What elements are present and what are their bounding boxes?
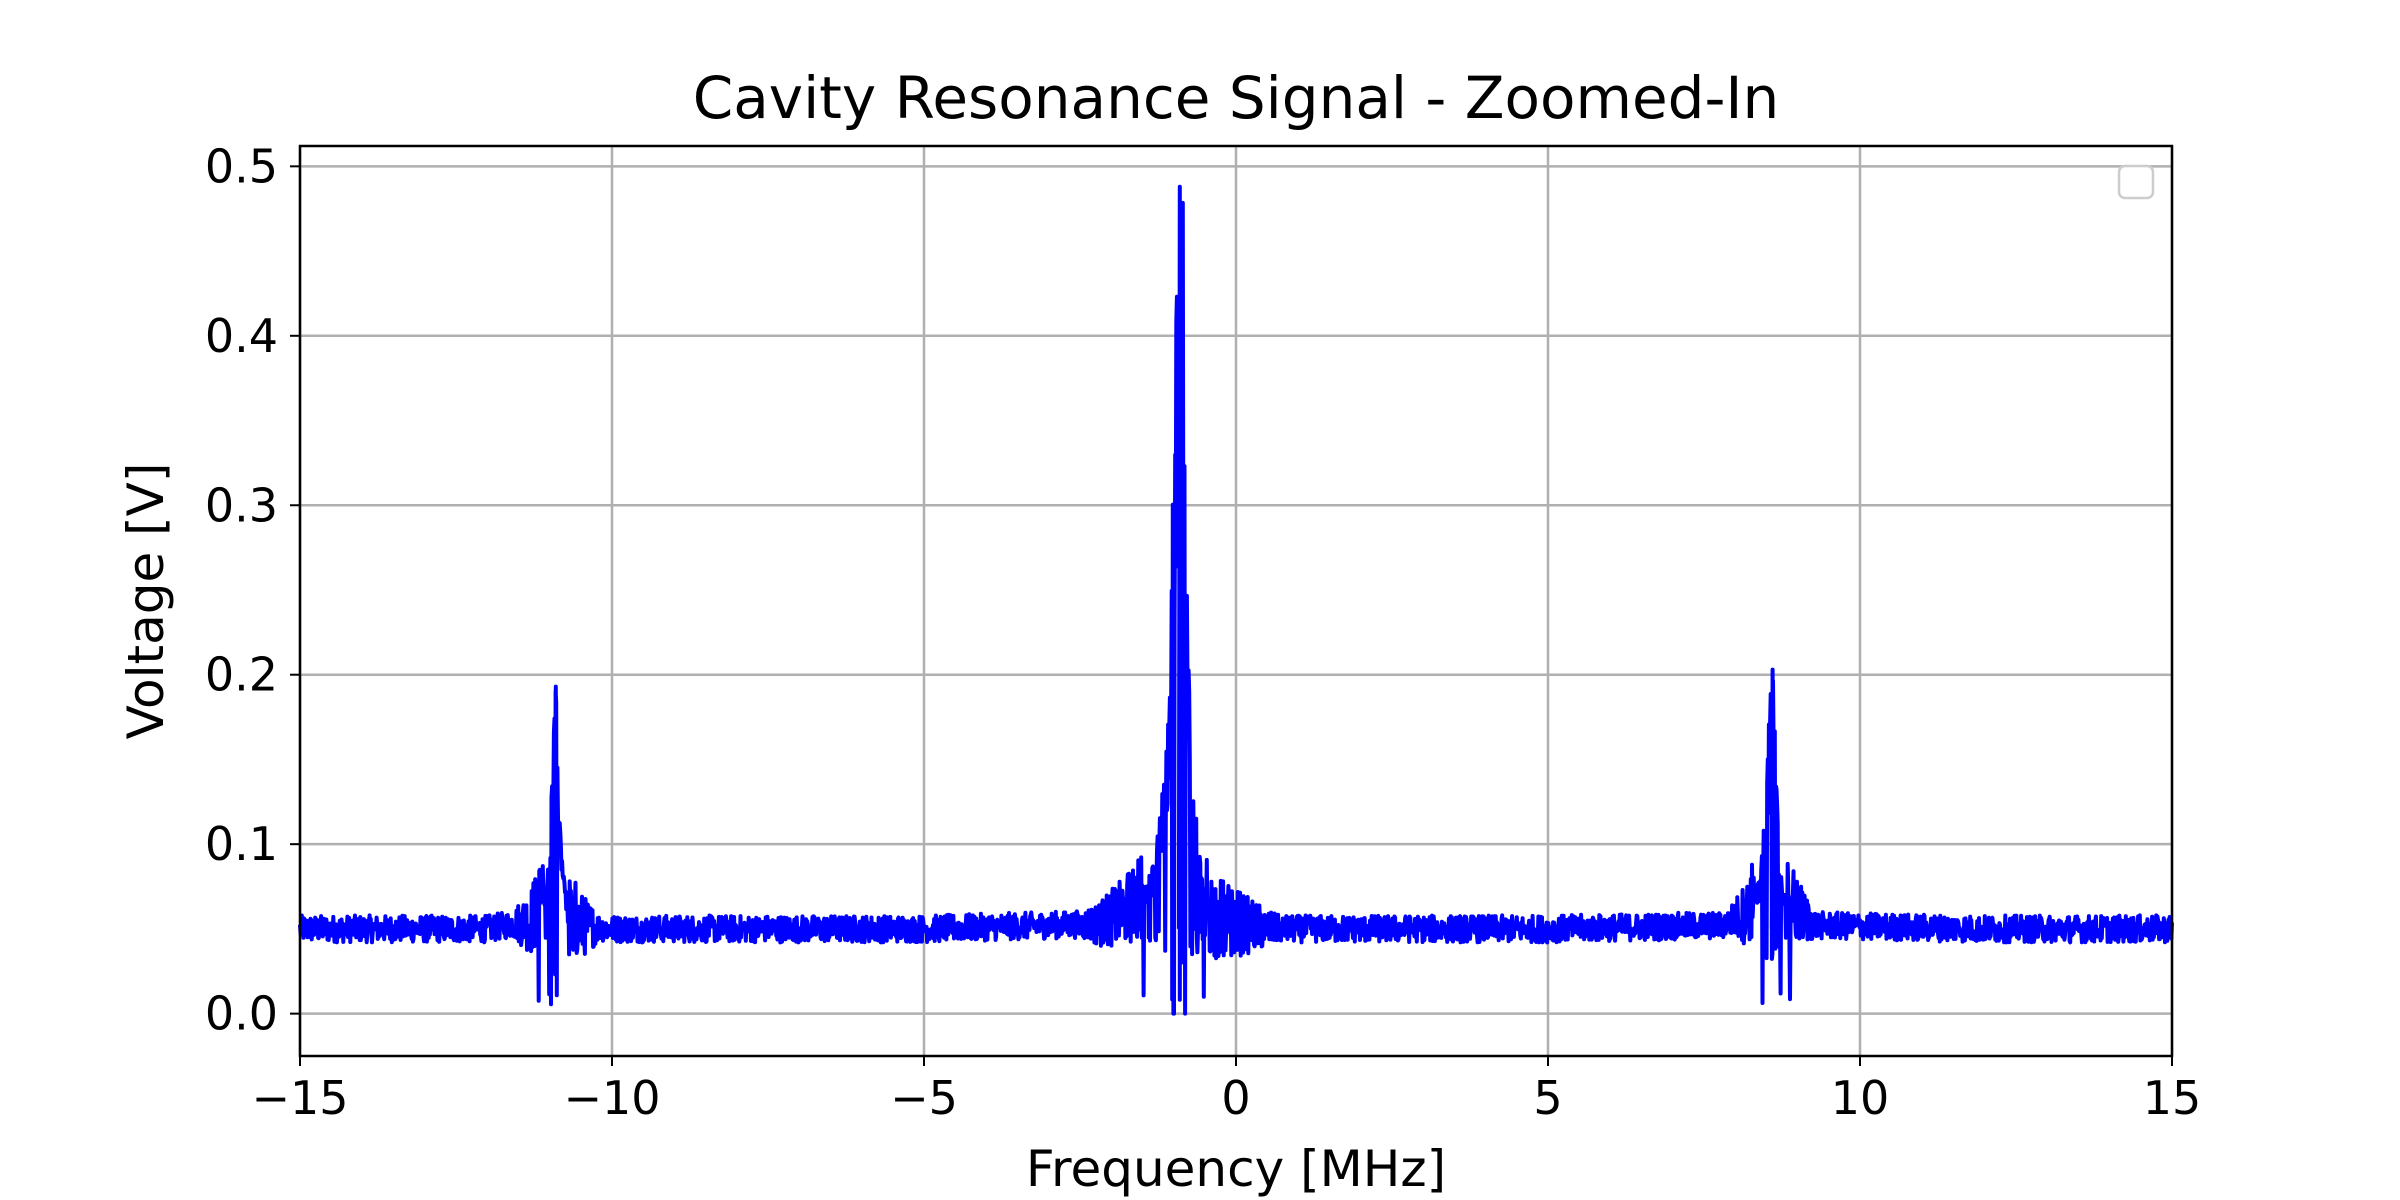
peak-point [555,686,557,688]
x-tick-label: 10 [1831,1071,1890,1125]
x-tick-label: −10 [563,1071,660,1125]
grid [298,146,2174,1056]
y-tick-label: 0.0 [205,987,278,1041]
y-tick-label: 0.1 [205,817,278,871]
x-tick-label: −5 [890,1071,958,1125]
x-axis-title: Frequency [MHz] [1026,1140,1446,1198]
peak-point [1772,669,1774,671]
x-tick-label: −15 [251,1071,348,1125]
legend-box [2117,164,2155,200]
y-axis-title: Voltage [V] [117,463,175,740]
y-tick-label: 0.2 [205,648,278,702]
y-tick-label: 0.4 [205,309,278,363]
peak-point [1179,186,1181,188]
ticks: −15 −10 −5 0 5 10 15 0.0 0.1 0.2 0.3 0.4 0.5 [205,139,2201,1125]
series-line [298,184,2174,1016]
x-tick-label: 0 [1221,1071,1250,1125]
data-layer [298,184,2174,1016]
x-tick-label: 5 [1533,1071,1562,1125]
chart-title: Cavity Resonance Signal - Zoomed-In [693,64,1780,132]
y-tick-label: 0.5 [205,139,278,193]
y-tick-label: 0.3 [205,478,278,532]
x-tick-label: 15 [2143,1071,2202,1125]
